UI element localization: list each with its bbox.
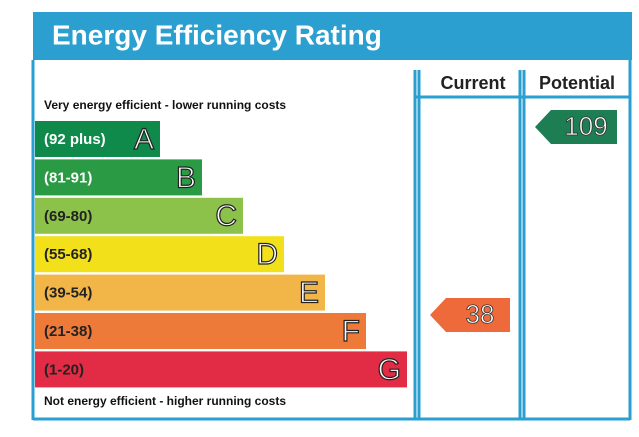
band-range: (81-91) bbox=[44, 169, 92, 186]
title: Energy Efficiency Rating bbox=[52, 19, 382, 50]
band-range: (55-68) bbox=[44, 246, 92, 263]
band-letter: A bbox=[134, 123, 154, 156]
band bbox=[35, 121, 160, 157]
current-rating bbox=[430, 298, 510, 332]
band bbox=[35, 236, 284, 273]
band-letter: G bbox=[378, 353, 401, 386]
column-header: Current bbox=[440, 73, 505, 93]
band bbox=[35, 313, 366, 349]
band bbox=[35, 351, 407, 388]
band-range: (92 plus) bbox=[44, 131, 106, 148]
band-letter: B bbox=[176, 161, 196, 194]
band-range: (39-54) bbox=[44, 285, 92, 302]
band-range: (69-80) bbox=[44, 208, 92, 225]
band-letter: E bbox=[299, 277, 319, 310]
potential-rating-value: 109 bbox=[564, 111, 607, 141]
frame bbox=[31, 60, 632, 421]
top-note: Very energy efficient - lower running co… bbox=[44, 98, 286, 112]
bottom-note: Not energy efficient - higher running co… bbox=[44, 394, 286, 408]
band-letter: C bbox=[215, 200, 237, 233]
band bbox=[35, 159, 202, 196]
band-range: (21-38) bbox=[44, 323, 92, 340]
band-range: (1-20) bbox=[44, 361, 84, 378]
potential-rating bbox=[535, 110, 617, 144]
band-letter: F bbox=[342, 315, 360, 348]
title-bar bbox=[33, 12, 632, 60]
band bbox=[35, 197, 243, 234]
column-header: Potential bbox=[539, 73, 615, 93]
current-rating-value: 38 bbox=[466, 299, 495, 329]
band-letter: D bbox=[256, 238, 278, 271]
band bbox=[35, 274, 325, 311]
